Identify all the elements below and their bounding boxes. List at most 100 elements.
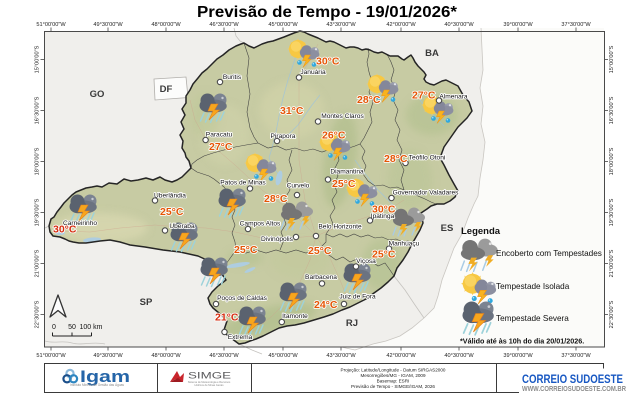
svg-text:25°C: 25°C (332, 178, 356, 190)
svg-text:GO: GO (90, 89, 105, 100)
svg-text:Buritis: Buritis (223, 74, 242, 81)
svg-text:30°C: 30°C (316, 56, 340, 68)
svg-text:Hídricos de Minas Gerais: Hídricos de Minas Gerais (194, 383, 224, 387)
svg-text:21°00'00"S: 21°00'00"S (609, 249, 615, 277)
svg-text:Ipatinga: Ipatinga (371, 213, 395, 220)
svg-text:Barbacena: Barbacena (305, 274, 337, 281)
svg-text:*Válido até às 10h do dia 20/0: *Válido até às 10h do dia 20/01/2026. (460, 337, 584, 346)
svg-text:DF: DF (160, 84, 173, 95)
svg-text:31°C: 31°C (280, 105, 304, 117)
svg-text:Uberlândia: Uberlândia (154, 192, 186, 199)
svg-text:0: 0 (52, 324, 56, 331)
svg-text:26°C: 26°C (322, 130, 346, 142)
svg-text:37°30'00"W: 37°30'00"W (561, 22, 591, 28)
svg-text:15°00'00"S: 15°00'00"S (35, 45, 41, 73)
svg-text:Sistema de Meteorologia e Recu: Sistema de Meteorologia e Recursos (188, 380, 231, 384)
svg-text:Legenda: Legenda (461, 226, 501, 237)
svg-text:Manhuaçu: Manhuaçu (389, 240, 420, 247)
svg-text:Instituto Mineiro de Gestão da: Instituto Mineiro de Gestão das Águas (70, 383, 124, 387)
svg-text:15°00'00"S: 15°00'00"S (609, 45, 615, 73)
svg-text:21°00'00"S: 21°00'00"S (35, 249, 41, 277)
svg-text:Poços de Caldas: Poços de Caldas (217, 295, 268, 302)
svg-text:40°30'00"W: 40°30'00"W (444, 353, 474, 359)
svg-text:51°00'00"W: 51°00'00"W (36, 353, 66, 359)
svg-text:46°30'00"W: 46°30'00"W (209, 22, 239, 28)
svg-text:SIMGE: SIMGE (188, 371, 231, 382)
svg-text:Montes Claros: Montes Claros (321, 113, 364, 120)
svg-text:Juiz de Fora: Juiz de Fora (339, 293, 376, 300)
svg-text:49°30'00"W: 49°30'00"W (93, 353, 123, 359)
svg-text:WWW.CORREIOSUDOESTE.COM.BR: WWW.CORREIOSUDOESTE.COM.BR (522, 384, 627, 393)
svg-text:Diamantina: Diamantina (330, 168, 364, 175)
svg-text:22°30'00"S: 22°30'00"S (35, 300, 41, 328)
svg-text:Curvelo: Curvelo (287, 182, 310, 189)
svg-text:Mesorregiões/MG - IGAM, 2009: Mesorregiões/MG - IGAM, 2009 (360, 373, 426, 378)
svg-text:19°30'00"S: 19°30'00"S (609, 198, 615, 226)
svg-text:50: 50 (68, 324, 76, 331)
svg-text:25°C: 25°C (372, 249, 396, 261)
svg-text:24°C: 24°C (314, 299, 338, 311)
svg-text:Teófilo Otoni: Teófilo Otoni (409, 154, 446, 161)
svg-text:49°30'00"W: 49°30'00"W (93, 22, 123, 28)
svg-text:25°C: 25°C (160, 206, 184, 218)
svg-text:16°30'00"S: 16°30'00"S (609, 96, 615, 124)
svg-text:Belo Horizonte: Belo Horizonte (318, 223, 362, 230)
svg-text:BA: BA (425, 48, 439, 59)
svg-text:39°00'00"W: 39°00'00"W (503, 22, 533, 28)
svg-text:45°00'00"W: 45°00'00"W (268, 22, 298, 28)
svg-text:SP: SP (140, 297, 153, 308)
svg-text:48°00'00"W: 48°00'00"W (151, 353, 181, 359)
svg-text:46°30'00"W: 46°30'00"W (209, 353, 239, 359)
svg-text:18°00'00"S: 18°00'00"S (35, 147, 41, 175)
svg-text:30°C: 30°C (372, 204, 396, 216)
svg-text:43°30'00"W: 43°30'00"W (326, 353, 356, 359)
svg-text:Viçosa: Viçosa (356, 258, 376, 265)
svg-text:27°C: 27°C (412, 90, 436, 102)
svg-text:Carneirinho: Carneirinho (63, 220, 97, 227)
svg-text:Itamonte: Itamonte (282, 313, 308, 320)
svg-text:18°00'00"S: 18°00'00"S (609, 147, 615, 175)
svg-text:ES: ES (441, 223, 454, 234)
svg-text:Patos de Minas: Patos de Minas (220, 179, 266, 186)
svg-text:27°C: 27°C (209, 141, 233, 153)
svg-text:21°C: 21°C (215, 312, 239, 324)
svg-text:Encoberto com Tempestades: Encoberto com Tempestades (496, 249, 602, 258)
svg-text:Projeção: Latitude/Longitude -: Projeção: Latitude/Longitude - Datum SIR… (341, 368, 446, 373)
svg-text:45°00'00"W: 45°00'00"W (268, 353, 298, 359)
svg-text:Governador Valadares: Governador Valadares (393, 189, 460, 196)
svg-text:Campos Altos: Campos Altos (240, 220, 281, 227)
svg-text:CORREIO SUDOESTE: CORREIO SUDOESTE (522, 374, 623, 386)
svg-text:22°30'00"S: 22°30'00"S (609, 300, 615, 328)
svg-text:51°00'00"W: 51°00'00"W (36, 22, 66, 28)
svg-text:42°00'00"W: 42°00'00"W (386, 353, 416, 359)
svg-text:40°30'00"W: 40°30'00"W (444, 22, 474, 28)
svg-text:25°C: 25°C (308, 245, 332, 257)
svg-text:19°30'00"S: 19°30'00"S (35, 198, 41, 226)
svg-text:43°30'00"W: 43°30'00"W (326, 22, 356, 28)
svg-text:Tempestade Isolada: Tempestade Isolada (496, 282, 570, 291)
svg-text:Previsão de Tempo - 19/01/2026: Previsão de Tempo - 19/01/2026* (197, 4, 458, 21)
svg-text:48°00'00"W: 48°00'00"W (151, 22, 181, 28)
svg-text:Previsão de Tempo - SIMGE/IGAM: Previsão de Tempo - SIMGE/IGAM, 2026 (351, 384, 435, 389)
svg-text:Pirapora: Pirapora (271, 133, 296, 140)
svg-text:100 km: 100 km (80, 324, 103, 331)
svg-text:42°00'00"W: 42°00'00"W (386, 22, 416, 28)
svg-text:37°30'00"W: 37°30'00"W (561, 353, 591, 359)
svg-text:Tempestade Severa: Tempestade Severa (496, 314, 569, 323)
svg-text:Igam: Igam (80, 368, 130, 386)
svg-text:Paracatu: Paracatu (206, 131, 233, 138)
svg-text:Basemap: ESRI: Basemap: ESRI (377, 379, 410, 384)
svg-text:Extrema: Extrema (228, 334, 253, 341)
svg-text:39°00'00"W: 39°00'00"W (503, 353, 533, 359)
svg-text:Uberaba: Uberaba (169, 223, 195, 230)
svg-text:28°C: 28°C (264, 193, 288, 205)
svg-text:25°C: 25°C (234, 244, 258, 256)
svg-text:Divinópolis: Divinópolis (261, 236, 294, 243)
svg-text:RJ: RJ (346, 318, 358, 329)
svg-text:30°C: 30°C (53, 224, 77, 236)
svg-text:Januária: Januária (300, 69, 326, 76)
svg-text:28°C: 28°C (384, 153, 408, 165)
svg-text:28°C: 28°C (357, 94, 381, 106)
svg-text:16°30'00"S: 16°30'00"S (35, 96, 41, 124)
svg-text:Almenara: Almenara (439, 93, 468, 100)
